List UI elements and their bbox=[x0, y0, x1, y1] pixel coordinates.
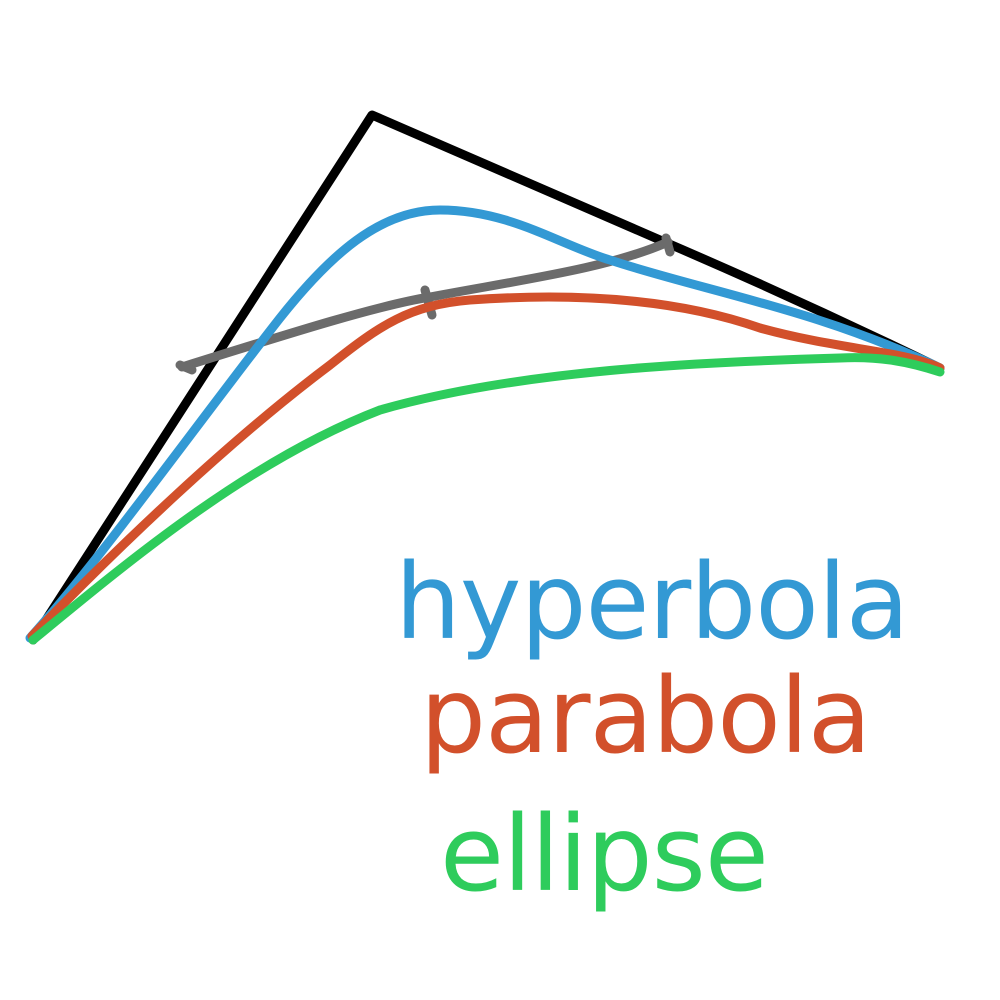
legend-label-parabola: parabola bbox=[420, 655, 871, 777]
hyperbola-curve bbox=[25, 205, 945, 643]
shoulder-tick-left bbox=[175, 360, 197, 375]
parabola-curve bbox=[27, 292, 945, 641]
shoulder-tick-right bbox=[661, 233, 675, 257]
control-polygon bbox=[28, 110, 945, 645]
legend-label-hyperbola: hyperbola bbox=[395, 541, 909, 663]
legend-label-ellipse: ellipse bbox=[440, 793, 768, 915]
ellipse-curve bbox=[28, 353, 945, 645]
